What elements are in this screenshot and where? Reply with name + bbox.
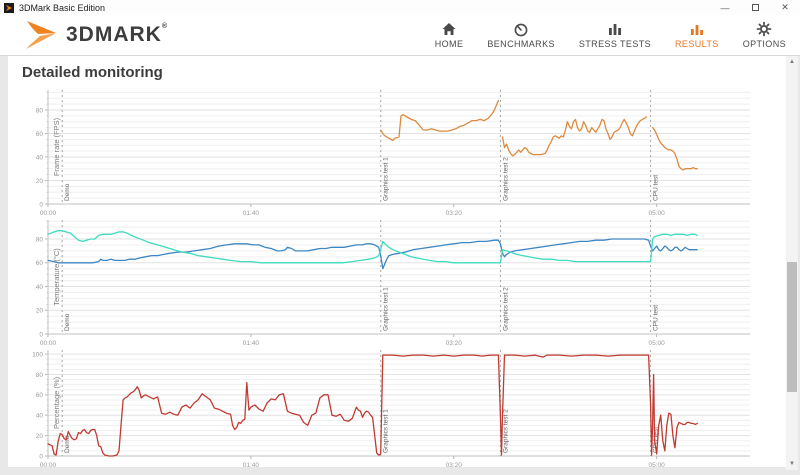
y-axis-title: Temperature (°C): [52, 248, 61, 306]
home-icon: [441, 21, 457, 37]
results-bars-icon: [689, 21, 705, 37]
y-axis-title: Frame rate (FPS): [52, 117, 61, 176]
nav-item-stress-tests[interactable]: STRESS TESTS: [579, 21, 651, 49]
y-tick-label: 60: [36, 131, 44, 138]
content-panel: Detailed monitoring 0 20 40 60 80 00:00 01:40 0…: [8, 56, 786, 467]
marker-label: Graphics test 2: [502, 157, 509, 201]
window-title: 3DMark Basic Edition: [19, 2, 106, 13]
x-tick-label: 01:40: [243, 340, 260, 347]
x-tick-label: 00:00: [40, 210, 57, 217]
registered-mark: ®: [161, 23, 169, 30]
y-tick-label: 100: [32, 351, 43, 358]
series-frame-rate: [501, 116, 648, 157]
y-tick-label: 20: [36, 433, 44, 440]
marker-label: CPU test: [653, 427, 660, 453]
x-tick-label: 00:00: [40, 462, 57, 467]
brand-logo-text: 3DMARK®: [66, 23, 169, 46]
y-tick-label: 80: [36, 107, 44, 114]
series-temperature-blue: [47, 238, 698, 270]
y-tick-label: 0: [39, 453, 43, 460]
chart-svg: 0 20 40 60 80 00:00 01:40 03:20 05:00 Demo Graphic…: [36, 90, 750, 217]
y-tick-label: 0: [39, 201, 43, 208]
marker-label: Graphics test 2: [502, 287, 509, 331]
y-tick-label: 0: [39, 331, 43, 338]
marker-label: CPU test: [653, 305, 660, 331]
nav-item-home[interactable]: HOME: [435, 21, 464, 49]
nav-label: BENCHMARKS: [487, 39, 555, 49]
titlebar: 3DMark Basic Edition — ✕: [0, 0, 800, 15]
chart-percentage: 0 20 40 60 80 100 00:00 01:40 03:20 05:00 Demo Grap…: [10, 349, 786, 467]
y-tick-label: 40: [36, 413, 44, 420]
x-tick-label: 03:20: [446, 462, 463, 467]
series-frame-rate: [380, 99, 500, 142]
x-tick-label: 01:40: [243, 462, 260, 467]
maximize-button[interactable]: [740, 0, 770, 15]
main-nav: HOME BENCHMARKS STRESS TESTS: [435, 21, 786, 49]
brand-logo: 3DMARK®: [26, 20, 168, 50]
nav-label: OPTIONS: [742, 39, 786, 49]
page-title: Detailed monitoring: [22, 64, 163, 81]
nav-item-options[interactable]: OPTIONS: [743, 21, 786, 49]
chart-svg: 0 20 40 60 80 00:00 01:40 03:20 05:00 Demo Graphic…: [36, 220, 750, 347]
y-axis-title: Percentage (%): [52, 376, 61, 429]
vertical-scrollbar: ▲ ▼: [786, 56, 798, 470]
x-tick-label: 05:00: [649, 210, 666, 217]
y-tick-label: 80: [36, 236, 44, 243]
series-frame-rate: [651, 126, 698, 171]
scrollbar-thumb[interactable]: [787, 262, 797, 392]
nav-label: STRESS TESTS: [578, 39, 652, 49]
window-controls: — ✕: [710, 0, 800, 15]
y-tick-label: 20: [36, 308, 44, 315]
x-tick-label: 00:00: [40, 340, 57, 347]
x-tick-label: 05:00: [649, 340, 666, 347]
app-icon: [4, 2, 14, 13]
brand-chevron-icon: [26, 21, 56, 49]
minimize-button[interactable]: —: [720, 2, 730, 13]
series-temperature-green: [47, 230, 698, 264]
chart-svg: 0 20 40 60 80 100 00:00 01:40 03:20 05:00 Demo Grap…: [32, 350, 750, 467]
scroll-up-icon[interactable]: ▲: [789, 59, 795, 65]
y-tick-label: 60: [36, 392, 44, 399]
y-tick-label: 40: [36, 284, 44, 291]
x-tick-label: 03:20: [446, 340, 463, 347]
marker-label: Graphics test 1: [383, 287, 390, 331]
x-tick-label: 01:40: [243, 210, 260, 217]
marker-label: Demo: [64, 183, 71, 201]
header: 3DMARK® HOME BENCHMARKS: [0, 15, 800, 56]
marker-label: Demo: [64, 313, 71, 331]
nav-label: HOME: [434, 39, 464, 49]
y-tick-label: 40: [36, 154, 44, 161]
close-button[interactable]: ✕: [781, 2, 789, 12]
marker-label: Graphics test 2: [502, 409, 509, 453]
x-tick-label: 05:00: [649, 462, 666, 467]
gauge-icon: [513, 21, 529, 37]
chart-framerate: 0 20 40 60 80 00:00 01:40 03:20 05:00 Demo Graphic…: [10, 89, 786, 219]
maximize-icon: [751, 4, 759, 11]
scroll-down-icon[interactable]: ▼: [789, 461, 795, 467]
marker-label: CPU test: [653, 175, 660, 201]
nav-item-results[interactable]: RESULTS: [675, 21, 719, 49]
chart-temperature: 0 20 40 60 80 00:00 01:40 03:20 05:00 Demo Graphic…: [10, 219, 786, 349]
bars-icon: [607, 21, 623, 37]
series-percentage: [47, 354, 698, 457]
marker-label: Graphics test 1: [383, 409, 390, 453]
nav-item-benchmarks[interactable]: BENCHMARKS: [487, 21, 555, 49]
nav-label: RESULTS: [675, 39, 719, 49]
x-tick-label: 03:20: [446, 210, 463, 217]
y-tick-label: 80: [36, 372, 44, 379]
y-tick-label: 60: [36, 260, 44, 267]
marker-label: Demo: [64, 435, 71, 453]
gear-icon: [756, 21, 772, 37]
y-tick-label: 20: [36, 178, 44, 185]
marker-label: Graphics test 1: [383, 157, 390, 201]
